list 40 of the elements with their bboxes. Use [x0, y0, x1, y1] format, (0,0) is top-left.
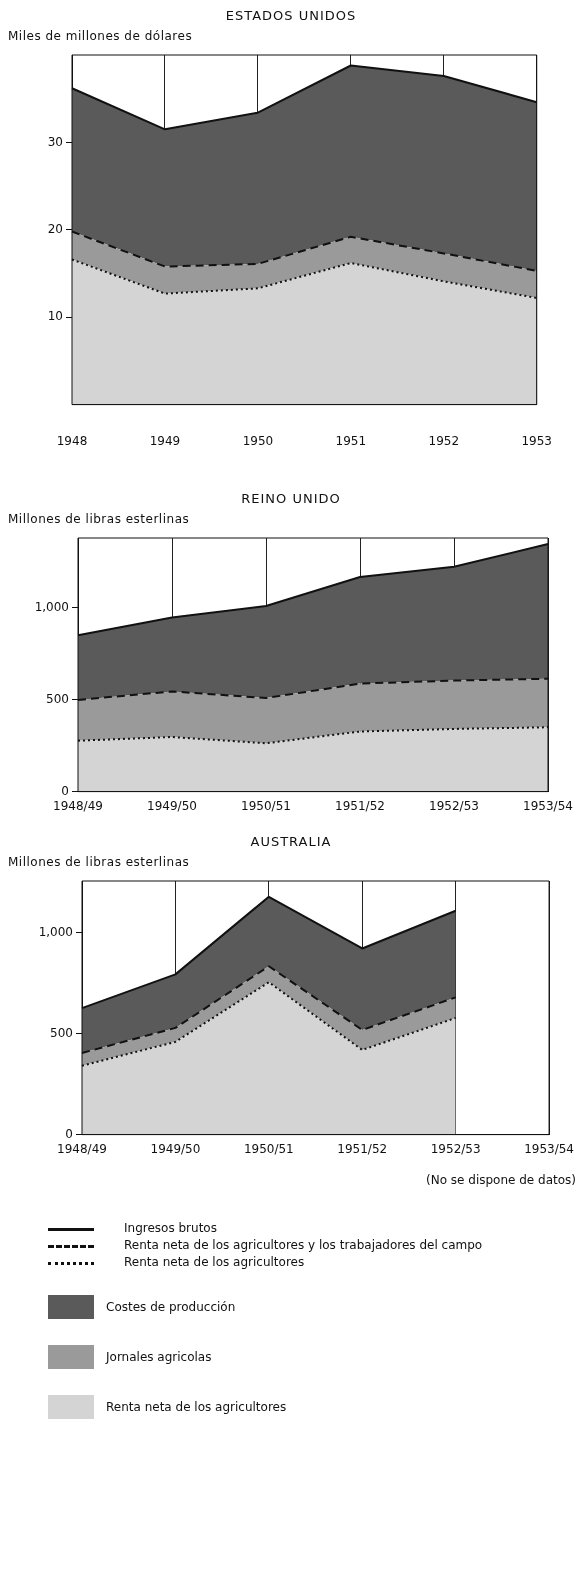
x-tick-label: 1950 — [242, 433, 274, 448]
text: Ingresos brutos — [124, 1221, 218, 1235]
y-tick-label: 500 — [46, 691, 69, 706]
x-tick-label: 1951/52 — [337, 1141, 388, 1156]
x-tick-label: 1949/50 — [150, 1141, 201, 1156]
y-axis-title: Millones de libras esterlinas — [8, 512, 191, 526]
x-tick-label: 1953 — [521, 433, 552, 448]
chart-title: AUSTRALIA — [249, 834, 333, 849]
y-tick-label: 30 — [47, 134, 63, 149]
x-tick-label: 1949/50 — [147, 798, 197, 813]
text: Renta neta de los agricultores — [124, 1255, 306, 1269]
y-tick-label: 10 — [47, 309, 63, 324]
y-tick-label: 500 — [50, 1025, 73, 1040]
x-tick-label: 1952/53 — [430, 1141, 481, 1156]
y-tick-label: 0 — [61, 783, 69, 798]
x-tick-label: 1949 — [149, 433, 181, 448]
x-tick-label: 1950/51 — [241, 798, 291, 813]
y-tick-label: 20 — [47, 221, 63, 236]
chart-title: REINO UNIDO — [240, 491, 342, 506]
text: Renta neta de los agricultores y los trabajadores del campo — [124, 1238, 484, 1252]
legend-label: Renta neta de los agricultores — [106, 1400, 287, 1414]
x-tick-label: 1953/54 — [524, 1141, 574, 1156]
x-tick-label: 1948/49 — [53, 798, 103, 813]
legend-label: Jornales agricolas — [106, 1350, 212, 1364]
x-tick-label: 1953/54 — [523, 798, 573, 813]
y-tick-label: 1,000 — [38, 924, 73, 939]
x-tick-label: 1952 — [428, 433, 460, 448]
y-axis-title: Miles de millones de dólares — [8, 29, 194, 43]
y-tick-label: 1,000 — [34, 599, 69, 614]
legend-label: Costes de producción — [106, 1300, 236, 1314]
x-tick-label: 1950/51 — [243, 1141, 294, 1156]
x-tick-label: 1948/49 — [57, 1141, 107, 1156]
chart-title: ESTADOS UNIDOS — [224, 8, 358, 23]
text: (No se dispone de datos) — [425, 1173, 576, 1187]
x-tick-label: 1951/52 — [335, 798, 385, 813]
x-tick-label: 1948 — [56, 433, 88, 448]
x-tick-label: 1952/53 — [429, 798, 479, 813]
x-tick-label: 1951 — [335, 433, 367, 448]
y-tick-label: 0 — [65, 1126, 73, 1141]
y-axis-title: Millones de libras esterlinas — [8, 855, 191, 869]
